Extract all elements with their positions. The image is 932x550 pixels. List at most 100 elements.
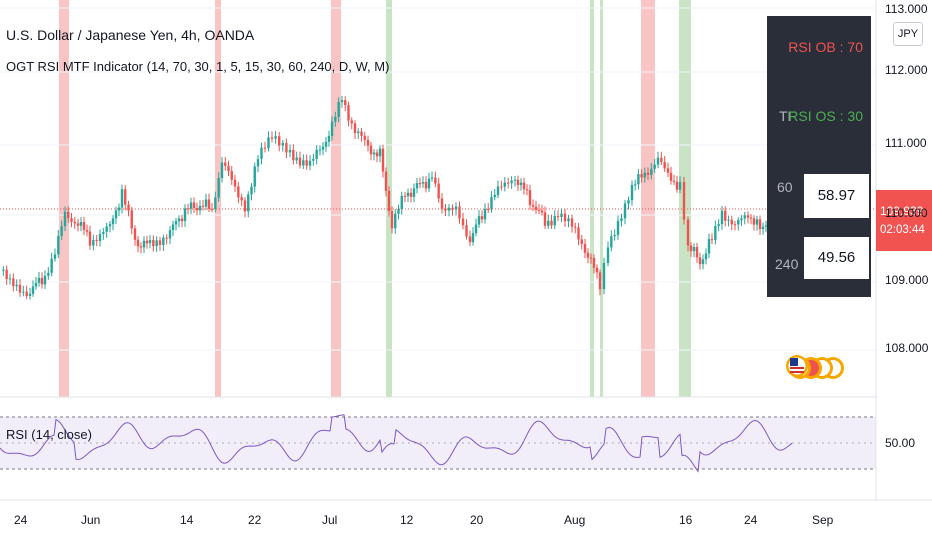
- candle-body: [288, 150, 292, 153]
- x-axis-label: Sep: [812, 513, 834, 527]
- candle-body: [666, 168, 670, 173]
- candle-body: [152, 239, 155, 247]
- candle-body: [394, 213, 397, 229]
- candle-body: [477, 216, 481, 225]
- rsi-signal-bands: [59, 0, 691, 397]
- candle-body: [50, 258, 53, 273]
- candle-body: [698, 257, 702, 265]
- candle-body: [233, 179, 237, 187]
- candle-body: [743, 215, 746, 219]
- candle-body: [758, 219, 762, 230]
- candle-body: [308, 160, 312, 166]
- candle-body: [98, 234, 102, 242]
- symbol-title[interactable]: U.S. Dollar / Japanese Yen, 4h, OANDA: [6, 27, 255, 43]
- candle-body: [560, 213, 563, 218]
- candle-body: [397, 208, 400, 214]
- candle-body: [240, 197, 243, 201]
- candle-body: [513, 179, 517, 181]
- candle-body: [434, 177, 437, 184]
- candle-body: [127, 204, 130, 211]
- candle-body: [111, 218, 115, 225]
- rsi-pane-title[interactable]: RSI (14, close): [6, 427, 92, 442]
- candle-body: [534, 206, 538, 210]
- candle-body: [746, 215, 750, 218]
- candle-body: [387, 190, 391, 211]
- candle-body: [468, 236, 472, 243]
- candle-body: [437, 183, 440, 199]
- candle-body: [720, 210, 724, 225]
- candle-body: [451, 207, 454, 210]
- candle-body: [620, 218, 623, 221]
- candle-body: [214, 197, 217, 210]
- candle-body: [586, 252, 590, 258]
- candle-body: [556, 216, 560, 218]
- candle-body: [295, 157, 298, 161]
- candle-body: [340, 100, 344, 103]
- candle-body: [347, 105, 350, 121]
- candle-body: [124, 189, 127, 205]
- candle-body: [102, 231, 105, 235]
- candle-body: [79, 222, 83, 226]
- candle-body: [516, 179, 520, 186]
- candle-body: [650, 168, 653, 175]
- indicator-title[interactable]: OGT RSI MTF Indicator (14, 70, 30, 1, 5,…: [6, 59, 390, 74]
- candle-body: [749, 217, 753, 219]
- candle-body: [302, 160, 305, 166]
- candle-body: [350, 120, 353, 124]
- candle-body: [427, 178, 431, 189]
- candle-body: [305, 160, 308, 166]
- economic-events-icon[interactable]: [786, 355, 844, 379]
- candle-body: [381, 148, 385, 172]
- candle-body: [360, 131, 363, 136]
- candle-body: [531, 204, 535, 207]
- candle-body: [415, 183, 419, 189]
- candle-body: [384, 171, 388, 191]
- overbought-band: [641, 0, 655, 397]
- candle-body: [669, 172, 673, 181]
- candle-body: [168, 230, 172, 239]
- candle-body: [634, 184, 637, 186]
- candle-body: [375, 152, 379, 157]
- y-axis-label: 113.000: [885, 2, 928, 16]
- candle-body: [298, 157, 302, 166]
- currency-button[interactable]: JPY: [893, 22, 923, 46]
- candle-body: [730, 219, 733, 225]
- candle-body: [40, 277, 44, 285]
- candle-body: [260, 147, 263, 160]
- candle-body: [567, 218, 570, 222]
- candle-body: [678, 182, 682, 190]
- candle-body: [95, 239, 98, 242]
- candle-body: [454, 206, 458, 210]
- candle-body: [613, 234, 616, 237]
- chart-gridlines: [0, 7, 876, 351]
- candle-body: [733, 224, 737, 226]
- candle-body: [598, 272, 602, 290]
- candle-body: [344, 100, 347, 106]
- candle-body: [85, 229, 89, 232]
- candle-body: [353, 123, 357, 133]
- candle-body: [253, 166, 256, 187]
- candle-body: [201, 205, 205, 207]
- candle-body: [180, 218, 184, 222]
- candle-body: [204, 199, 208, 207]
- candle-body: [227, 165, 230, 172]
- candle-body: [337, 102, 340, 117]
- candle-body: [602, 262, 606, 290]
- candle-body: [493, 194, 496, 198]
- candle-body: [117, 207, 121, 211]
- candle-body: [37, 277, 41, 283]
- y-axis-label: 110.000: [885, 206, 928, 220]
- y-axis-label: 109.000: [885, 273, 929, 287]
- candle-body: [28, 293, 32, 297]
- x-axis-label: 20: [470, 513, 484, 527]
- candle-body: [574, 226, 577, 228]
- rsi-os-label: RSI OS : 30: [788, 108, 863, 124]
- candle-body: [570, 218, 574, 227]
- candle-body: [22, 291, 25, 293]
- candle-body: [724, 210, 727, 221]
- candle-body: [192, 202, 196, 208]
- candle-body: [207, 199, 211, 209]
- candle-body: [616, 220, 620, 235]
- candle-body: [563, 213, 567, 222]
